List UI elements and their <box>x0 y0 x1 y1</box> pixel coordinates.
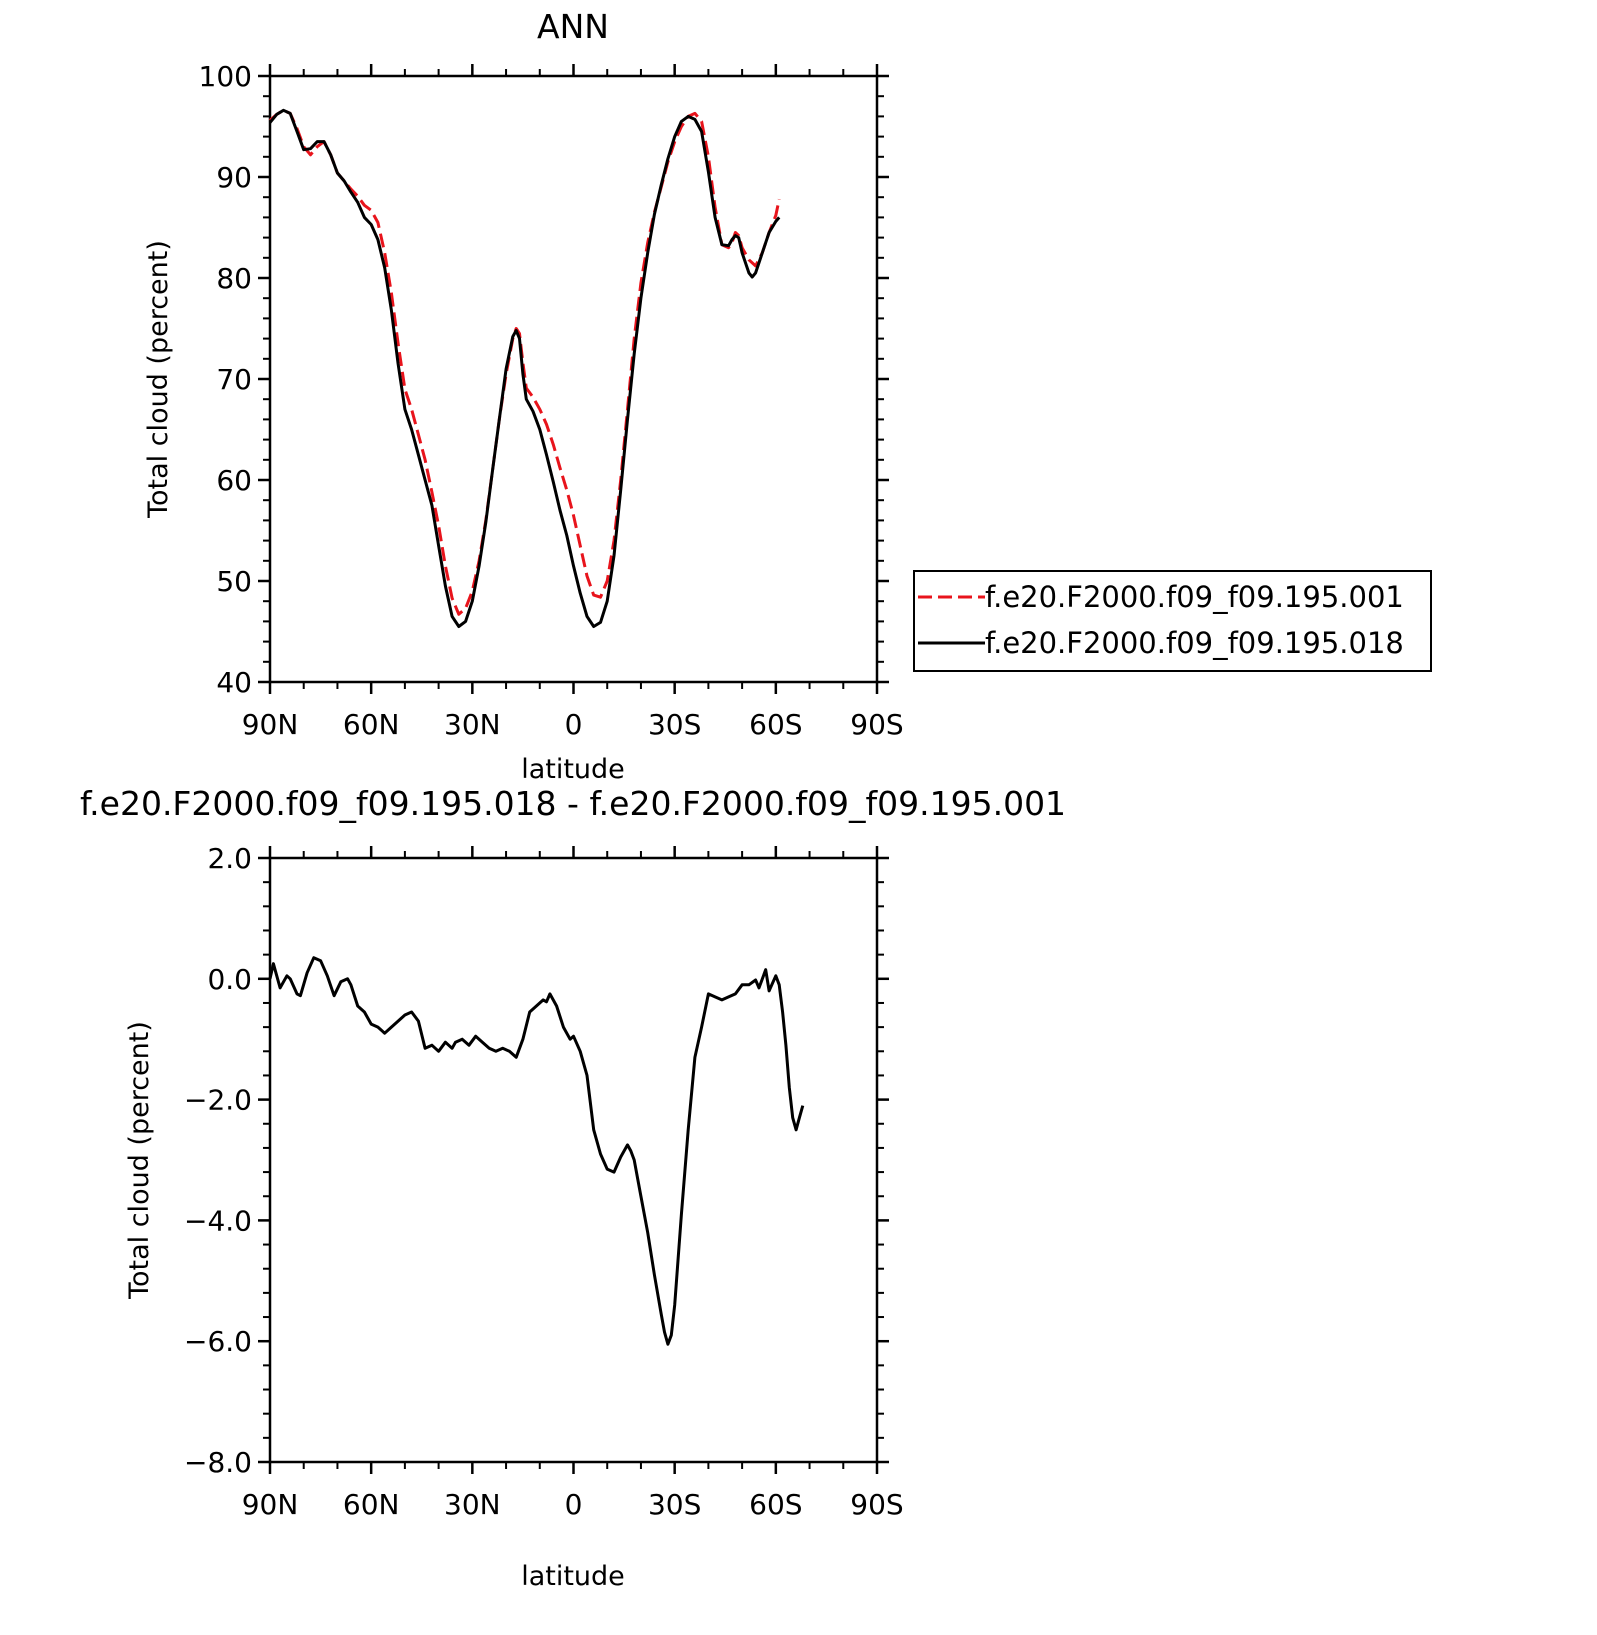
x-tick-label: 60N <box>343 1488 400 1521</box>
x-tick-label: 30S <box>648 1488 701 1521</box>
y-tick-label: −6.0 <box>184 1325 252 1358</box>
x-axis-label: latitude <box>521 754 625 785</box>
chart-panel-1: 90N 60N 30N 0 30S 60S 90S 40 50 60 70 80 90 100 ANN lat… <box>143 7 1432 785</box>
x-tick-label: 90S <box>850 1488 903 1521</box>
y-tick-label: 90 <box>216 161 252 194</box>
y-tick-label: −4.0 <box>184 1204 252 1237</box>
y-tick-label: 50 <box>216 565 252 598</box>
y-tick-label: 0.0 <box>207 963 252 996</box>
legend-box <box>913 570 1432 672</box>
y-tick-label: −2.0 <box>184 1084 252 1117</box>
x-tick-label: 60S <box>749 1488 802 1521</box>
x-tick-label: 90S <box>850 708 903 741</box>
y-axis-label: Total cloud (percent) <box>124 1021 155 1300</box>
y-tick-label: 100 <box>199 60 252 93</box>
y-tick-label: 80 <box>216 262 252 295</box>
x-tick-label: 30N <box>444 1488 501 1521</box>
legend-entry: f.e20.F2000.f09_f09.195.018 <box>985 626 1404 660</box>
x-tick-label: 0 <box>565 1488 583 1521</box>
x-tick-label: 30N <box>444 708 501 741</box>
x-tick-label: 0 <box>565 708 583 741</box>
x-tick-label: 30S <box>648 708 701 741</box>
plot-frame <box>268 856 879 1464</box>
y-tick-label: 60 <box>216 464 252 497</box>
chart-panel-2: 90N 60N 30N 0 30S 60S 90S −8.0 −6.0 −4.0 −2.0 0.0 2.… <box>80 784 1066 1592</box>
x-tick-label: 90N <box>242 708 299 741</box>
x-tick-label: 60N <box>343 708 400 741</box>
y-tick-label: −8.0 <box>184 1446 252 1479</box>
legend-entry: f.e20.F2000.f09_f09.195.001 <box>985 580 1404 614</box>
plot-frame <box>268 74 879 684</box>
x-tick-label: 60S <box>749 708 802 741</box>
x-axis-label: latitude <box>521 1561 625 1592</box>
y-axis-label: Total cloud (percent) <box>143 240 174 519</box>
y-tick-label: 2.0 <box>207 842 252 875</box>
y-tick-label: 40 <box>216 666 252 699</box>
chart-title: f.e20.F2000.f09_f09.195.018 - f.e20.F200… <box>80 784 1066 823</box>
series-line-018 <box>268 108 781 628</box>
x-tick-label: 90N <box>242 1488 299 1521</box>
y-tick-label: 70 <box>216 363 252 396</box>
legend: f.e20.F2000.f09_f09.195.001 f.e20.F2000.f… <box>913 570 1432 672</box>
series-line-diff <box>268 956 805 1346</box>
chart-title: ANN <box>537 7 609 46</box>
